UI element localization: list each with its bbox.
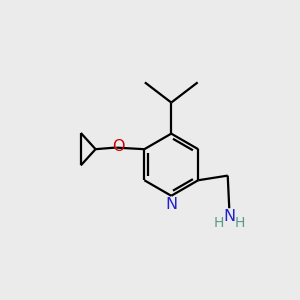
Text: H: H xyxy=(213,216,224,230)
Text: O: O xyxy=(112,139,125,154)
Text: N: N xyxy=(223,209,235,224)
Text: H: H xyxy=(235,216,245,230)
Text: N: N xyxy=(165,197,177,212)
